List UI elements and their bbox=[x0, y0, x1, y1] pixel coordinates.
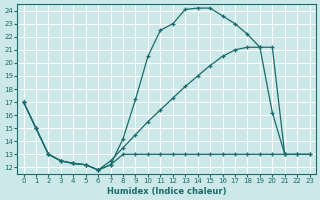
X-axis label: Humidex (Indice chaleur): Humidex (Indice chaleur) bbox=[107, 187, 226, 196]
